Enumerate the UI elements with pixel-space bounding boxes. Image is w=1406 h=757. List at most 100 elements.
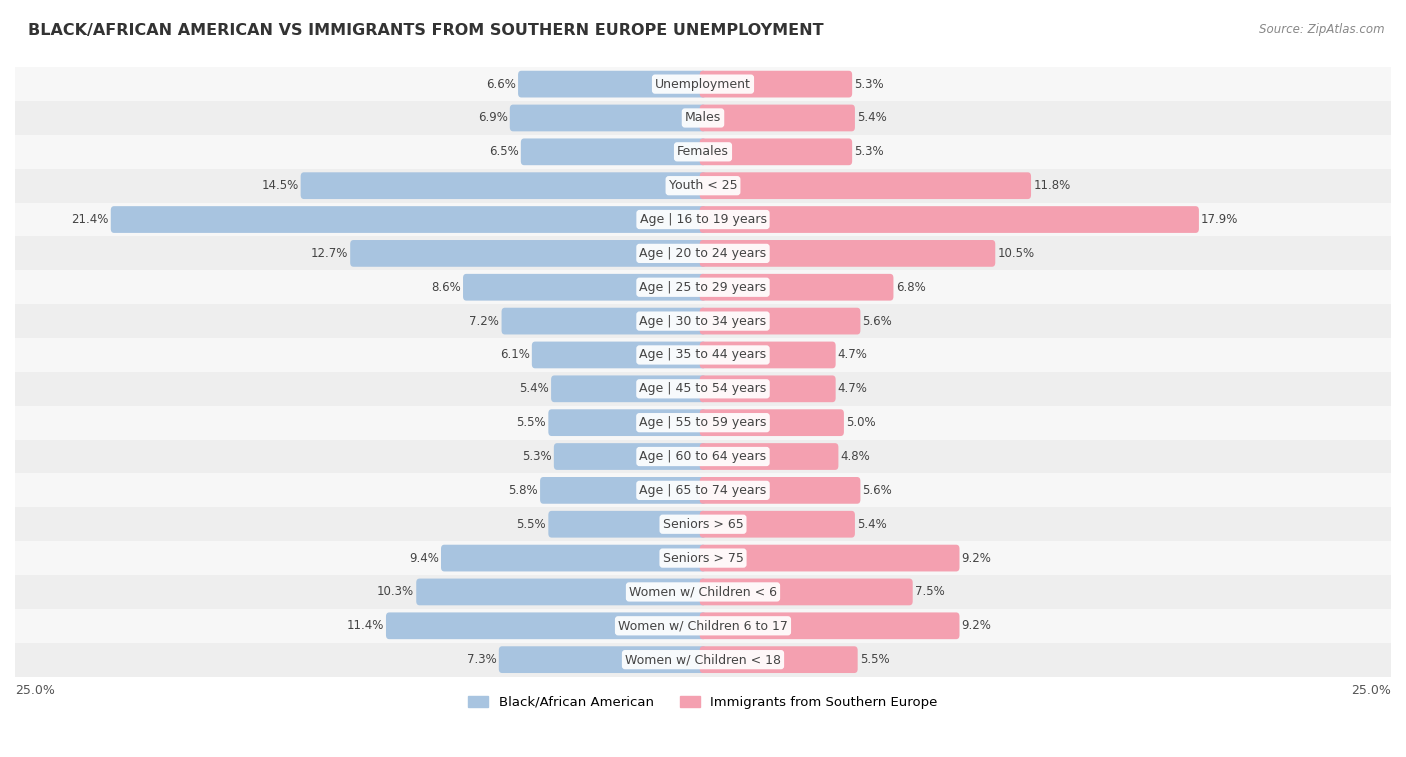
FancyBboxPatch shape: [502, 308, 706, 335]
Text: 9.2%: 9.2%: [962, 552, 991, 565]
Text: Source: ZipAtlas.com: Source: ZipAtlas.com: [1260, 23, 1385, 36]
Bar: [1, 643, 1405, 677]
Text: 5.5%: 5.5%: [516, 518, 546, 531]
Text: Youth < 25: Youth < 25: [669, 179, 737, 192]
Text: Age | 45 to 54 years: Age | 45 to 54 years: [640, 382, 766, 395]
Text: Seniors > 75: Seniors > 75: [662, 552, 744, 565]
FancyBboxPatch shape: [700, 70, 852, 98]
FancyBboxPatch shape: [441, 545, 706, 572]
Text: 4.7%: 4.7%: [838, 348, 868, 361]
Text: Age | 55 to 59 years: Age | 55 to 59 years: [640, 416, 766, 429]
Text: 11.8%: 11.8%: [1033, 179, 1070, 192]
FancyBboxPatch shape: [700, 104, 855, 132]
FancyBboxPatch shape: [700, 578, 912, 606]
Bar: [1, 67, 1405, 101]
FancyBboxPatch shape: [700, 240, 995, 266]
Text: 14.5%: 14.5%: [262, 179, 298, 192]
Text: 10.3%: 10.3%: [377, 585, 413, 599]
FancyBboxPatch shape: [700, 646, 858, 673]
FancyBboxPatch shape: [700, 410, 844, 436]
Text: 11.4%: 11.4%: [346, 619, 384, 632]
FancyBboxPatch shape: [111, 206, 706, 233]
FancyBboxPatch shape: [700, 612, 959, 639]
Text: 21.4%: 21.4%: [72, 213, 108, 226]
Bar: [1, 270, 1405, 304]
Bar: [1, 304, 1405, 338]
Bar: [1, 135, 1405, 169]
Bar: [1, 575, 1405, 609]
FancyBboxPatch shape: [700, 206, 1199, 233]
Text: 5.3%: 5.3%: [855, 145, 884, 158]
Text: 7.3%: 7.3%: [467, 653, 496, 666]
Text: Age | 35 to 44 years: Age | 35 to 44 years: [640, 348, 766, 361]
FancyBboxPatch shape: [700, 511, 855, 537]
Text: Males: Males: [685, 111, 721, 124]
FancyBboxPatch shape: [499, 646, 706, 673]
Text: 5.4%: 5.4%: [858, 518, 887, 531]
Text: 5.8%: 5.8%: [508, 484, 538, 497]
Text: 8.6%: 8.6%: [432, 281, 461, 294]
Text: Age | 20 to 24 years: Age | 20 to 24 years: [640, 247, 766, 260]
Bar: [1, 609, 1405, 643]
FancyBboxPatch shape: [301, 173, 706, 199]
Text: 5.0%: 5.0%: [846, 416, 876, 429]
FancyBboxPatch shape: [700, 274, 893, 301]
Text: 5.3%: 5.3%: [855, 78, 884, 91]
Bar: [1, 507, 1405, 541]
FancyBboxPatch shape: [700, 173, 1031, 199]
Text: Age | 30 to 34 years: Age | 30 to 34 years: [640, 315, 766, 328]
Text: BLACK/AFRICAN AMERICAN VS IMMIGRANTS FROM SOUTHERN EUROPE UNEMPLOYMENT: BLACK/AFRICAN AMERICAN VS IMMIGRANTS FRO…: [28, 23, 824, 38]
FancyBboxPatch shape: [700, 375, 835, 402]
Text: Seniors > 65: Seniors > 65: [662, 518, 744, 531]
Text: 25.0%: 25.0%: [15, 684, 55, 697]
Text: 5.6%: 5.6%: [863, 484, 893, 497]
Text: 17.9%: 17.9%: [1201, 213, 1239, 226]
Bar: [1, 101, 1405, 135]
FancyBboxPatch shape: [700, 139, 852, 165]
Text: 6.8%: 6.8%: [896, 281, 925, 294]
FancyBboxPatch shape: [700, 308, 860, 335]
Text: 5.5%: 5.5%: [516, 416, 546, 429]
Text: 12.7%: 12.7%: [311, 247, 349, 260]
Text: Females: Females: [678, 145, 728, 158]
FancyBboxPatch shape: [548, 410, 706, 436]
Text: Age | 16 to 19 years: Age | 16 to 19 years: [640, 213, 766, 226]
Text: Women w/ Children < 18: Women w/ Children < 18: [626, 653, 780, 666]
FancyBboxPatch shape: [548, 511, 706, 537]
Text: Age | 65 to 74 years: Age | 65 to 74 years: [640, 484, 766, 497]
Text: Age | 25 to 29 years: Age | 25 to 29 years: [640, 281, 766, 294]
Text: 9.2%: 9.2%: [962, 619, 991, 632]
FancyBboxPatch shape: [463, 274, 706, 301]
Text: Age | 60 to 64 years: Age | 60 to 64 years: [640, 450, 766, 463]
Text: 6.6%: 6.6%: [486, 78, 516, 91]
Text: 7.5%: 7.5%: [915, 585, 945, 599]
Bar: [1, 406, 1405, 440]
Text: 4.8%: 4.8%: [841, 450, 870, 463]
FancyBboxPatch shape: [520, 139, 706, 165]
Bar: [1, 236, 1405, 270]
Text: 6.5%: 6.5%: [489, 145, 519, 158]
Bar: [1, 473, 1405, 507]
Text: 7.2%: 7.2%: [470, 315, 499, 328]
FancyBboxPatch shape: [387, 612, 706, 639]
FancyBboxPatch shape: [531, 341, 706, 369]
Legend: Black/African American, Immigrants from Southern Europe: Black/African American, Immigrants from …: [463, 690, 943, 714]
Text: 5.5%: 5.5%: [860, 653, 890, 666]
Bar: [1, 203, 1405, 236]
FancyBboxPatch shape: [700, 341, 835, 369]
Text: 25.0%: 25.0%: [1351, 684, 1391, 697]
Text: Unemployment: Unemployment: [655, 78, 751, 91]
Text: 5.4%: 5.4%: [519, 382, 548, 395]
Text: 9.4%: 9.4%: [409, 552, 439, 565]
Text: 5.3%: 5.3%: [522, 450, 551, 463]
FancyBboxPatch shape: [510, 104, 706, 132]
Text: 5.4%: 5.4%: [858, 111, 887, 124]
Text: Women w/ Children < 6: Women w/ Children < 6: [628, 585, 778, 599]
Bar: [1, 338, 1405, 372]
Bar: [1, 372, 1405, 406]
Text: Women w/ Children 6 to 17: Women w/ Children 6 to 17: [619, 619, 787, 632]
Bar: [1, 541, 1405, 575]
Text: 10.5%: 10.5%: [997, 247, 1035, 260]
FancyBboxPatch shape: [540, 477, 706, 503]
FancyBboxPatch shape: [416, 578, 706, 606]
